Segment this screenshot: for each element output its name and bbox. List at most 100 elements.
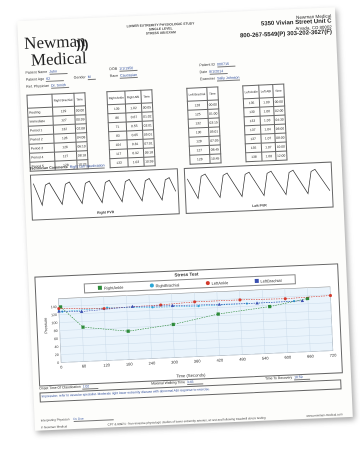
field-label: Examiner bbox=[199, 76, 216, 82]
table-header-cell: Time bbox=[206, 86, 219, 101]
grid-line bbox=[261, 289, 266, 354]
field-value: 1:02 bbox=[82, 383, 99, 390]
dob-field: DOB 1/1/1950 bbox=[109, 65, 138, 72]
legend-label: LeftAnkle bbox=[211, 279, 229, 286]
table-cell: 128 bbox=[189, 154, 210, 165]
x-tick-label: 480 bbox=[239, 356, 247, 361]
data-point bbox=[57, 309, 61, 313]
x-tick-label: 600 bbox=[284, 354, 292, 359]
data-point bbox=[81, 325, 85, 329]
field-value: 10:59 bbox=[294, 374, 311, 381]
field-value: 3:45 bbox=[186, 379, 204, 386]
left-brachial-table: Left Brachial Time 128 00:00 125 01:00 132 03:1… bbox=[186, 86, 222, 165]
grid-line bbox=[329, 286, 334, 351]
data-point bbox=[238, 298, 242, 302]
table-cell: 133 bbox=[109, 157, 129, 168]
y-tick-label: 0 bbox=[57, 361, 59, 365]
x-tick-label: 120 bbox=[103, 362, 111, 367]
logo-line2: Medical bbox=[30, 48, 87, 70]
x-tick-label: 360 bbox=[194, 358, 202, 363]
comments-value: Right calf claudication bbox=[69, 163, 105, 170]
x-tick-label: 180 bbox=[126, 361, 134, 366]
y-tick-label: 100 bbox=[51, 321, 57, 325]
stress-test-chart: Stress Test RightAnkle RightBrachial LeftA… bbox=[34, 263, 343, 387]
x-tick-label: 420 bbox=[216, 357, 224, 362]
left-ankle-table: Left Ankle Left ABI Time 135 1.00 00:00 130 1.0… bbox=[242, 84, 287, 163]
table-row: 133 1.03 10:59 bbox=[109, 156, 156, 168]
left-pvr-trace bbox=[186, 168, 331, 200]
field-value: Sally Johnson bbox=[217, 75, 240, 82]
x-tick-label: 0 bbox=[60, 364, 63, 369]
legend-label: LeftBrachial bbox=[260, 277, 282, 284]
data-point bbox=[193, 300, 197, 304]
field-value: Dr. Smith bbox=[50, 82, 70, 89]
table-cell: 1.08 bbox=[261, 151, 276, 162]
field-label: Onset Time Of Claudication bbox=[39, 384, 81, 391]
table-header-cell: Right Brachial bbox=[51, 93, 75, 108]
table-header-cell: Time bbox=[73, 92, 86, 107]
table-header-cell: Time bbox=[272, 84, 285, 98]
field-label: DOB bbox=[109, 66, 118, 72]
legend-label: RightBrachial bbox=[155, 281, 180, 288]
website: www.newman-medical.com bbox=[306, 412, 343, 418]
copyright: © Newman Medical bbox=[40, 424, 68, 430]
physician-value: Dr. Doe bbox=[73, 415, 114, 423]
field-value: John bbox=[49, 68, 68, 75]
gender-field: Gender M bbox=[74, 74, 96, 81]
data-point bbox=[171, 322, 175, 327]
legend-marker bbox=[149, 283, 154, 288]
left-pvr-waveform: Left PVR bbox=[183, 161, 334, 214]
data-point bbox=[217, 302, 222, 306]
x-tick-label: 60 bbox=[82, 363, 87, 368]
race-field: Race Caucasian bbox=[109, 72, 139, 79]
ref-physician-field: Ref. Physician Dr. Smith bbox=[26, 82, 70, 90]
field-label: Patient ID bbox=[199, 62, 216, 68]
comments-label: Technician Comments bbox=[29, 165, 68, 171]
grid-line bbox=[216, 291, 220, 356]
data-point bbox=[130, 304, 135, 308]
data-point bbox=[151, 306, 154, 309]
physician-label: Interpreting Physician bbox=[40, 417, 70, 423]
data-point bbox=[57, 307, 61, 311]
right-ankle-table: Right Ankle Right ABI Time 139 1.02 00:05 86 0.… bbox=[106, 89, 156, 168]
report-title: LOWER EXTREMITY PHYSIOLOGIC STUDY SINGLE… bbox=[105, 20, 215, 37]
data-point bbox=[328, 294, 332, 298]
field-label: Maximal Walking Time bbox=[151, 380, 186, 386]
table-row: 128 10:45 bbox=[189, 153, 222, 165]
data-point bbox=[216, 312, 220, 316]
data-point bbox=[283, 297, 287, 301]
data-point bbox=[300, 298, 305, 303]
field-value: 000715 bbox=[216, 61, 236, 68]
right-pvr-trace bbox=[32, 177, 177, 207]
patient-age-field: Patient Age 62 bbox=[26, 76, 65, 83]
table-header-cell: Time bbox=[140, 89, 153, 104]
data-point bbox=[170, 303, 175, 308]
x-tick-label: 540 bbox=[262, 355, 270, 360]
grid-line bbox=[80, 297, 84, 362]
table-cell: 12:00 bbox=[275, 151, 287, 161]
legend-item: LeftBrachial bbox=[254, 277, 282, 284]
field-label: Patient Age bbox=[25, 77, 45, 82]
grid-line bbox=[126, 295, 130, 360]
data-point bbox=[126, 329, 130, 333]
right-pvr-waveform: Right PVR bbox=[29, 168, 180, 221]
table-cell: 10:59 bbox=[143, 156, 156, 167]
table-row: 138 1.08 12:00 bbox=[245, 151, 287, 162]
patient-id-field: Patient ID 000715 bbox=[199, 61, 236, 69]
field-value: Caucasian bbox=[119, 72, 139, 79]
report-page: Newman Medical ))) LOWER EXTREMITY PHYSI… bbox=[17, 7, 353, 431]
y-tick-label: 140 bbox=[51, 305, 57, 309]
field-value: M bbox=[87, 74, 96, 81]
legend-item: LeftAnkle bbox=[205, 280, 228, 286]
legend-item: RightAnkle bbox=[97, 284, 124, 291]
right-brachial-table: Right Brachial Time Resting 129 00:00 Immedia… bbox=[26, 92, 89, 172]
sound-waves-icon: ))) bbox=[75, 37, 89, 52]
date-field: Date 8/1/2014 bbox=[200, 69, 228, 75]
patient-name-field: Patient Name John bbox=[25, 68, 68, 76]
field-label: Race bbox=[109, 73, 119, 79]
table-cell: 138 bbox=[245, 152, 263, 162]
field-label: Date bbox=[199, 69, 208, 75]
table-cell: 10:45 bbox=[209, 153, 222, 164]
legend-label: RightAnkle bbox=[103, 284, 124, 291]
